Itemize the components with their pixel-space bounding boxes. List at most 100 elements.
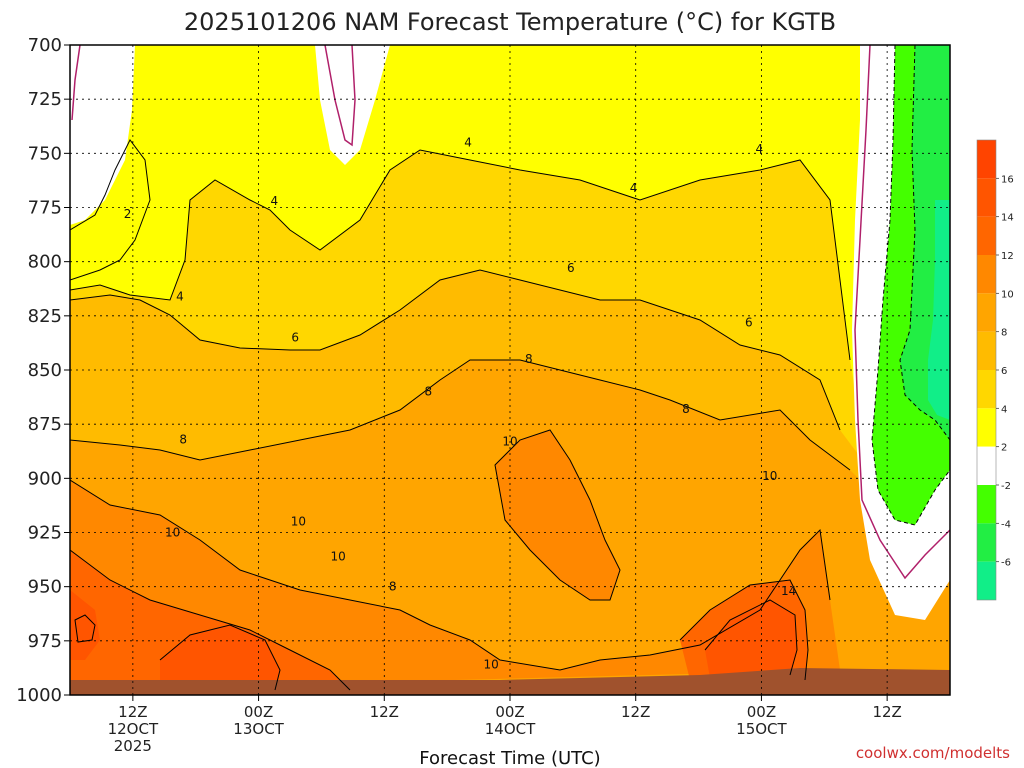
- x-tick-label: 12OCT: [108, 720, 159, 738]
- contour-minus-2: [871, 45, 950, 526]
- x-tick-label: 12Z: [370, 703, 399, 721]
- contour-label: 8: [389, 580, 397, 594]
- contour-label: 4: [270, 194, 278, 208]
- band-14-16-left: [70, 590, 100, 660]
- y-tick-label: 800: [28, 252, 62, 273]
- x-tick-label: 15OCT: [736, 720, 787, 738]
- colorbar-tick-label: 2: [1001, 443, 1007, 454]
- contour-label: 4: [176, 289, 184, 303]
- contour-16-left: [74, 614, 96, 643]
- x-tick-label: 12Z: [872, 703, 901, 721]
- contour-label: 2: [124, 207, 132, 221]
- contour-10-center: [494, 429, 621, 601]
- colorbar-swatch: [977, 561, 996, 600]
- colorbar-swatch: [977, 216, 996, 255]
- y-tick-label: 825: [28, 306, 62, 327]
- x-tick-label: 14OCT: [485, 720, 536, 738]
- colorbar-tick-label: 6: [1001, 366, 1007, 377]
- contour-label: 8: [424, 385, 432, 399]
- contour-label: 6: [291, 331, 299, 345]
- x-tick-label: 12Z: [621, 703, 650, 721]
- colorbar-tick-label: 8: [1001, 328, 1007, 339]
- colorbar-swatch: [977, 178, 996, 217]
- y-tick-label: 925: [28, 523, 62, 544]
- colorbar-tick-label: -6: [1001, 558, 1011, 569]
- colorbar: 16 14 12 10 8 6 4 2 -2 -4 -6: [976, 139, 1014, 601]
- contour-lines: [70, 45, 950, 691]
- contour-label: 4: [630, 181, 638, 195]
- x-tick-label: 2025: [114, 737, 152, 755]
- band-10-12-center: [495, 430, 620, 600]
- colorbar-swatch: [977, 408, 996, 447]
- contour-zero-left: [71, 45, 81, 121]
- colorbar-tick-label: -2: [1001, 481, 1011, 492]
- colorbar-tick-label: -4: [1001, 519, 1011, 530]
- grid-lines: [70, 44, 950, 696]
- colorbar-swatch: [977, 446, 996, 485]
- contour-label-layer: 2 4 4 4 4 4 6 6 6 8 8 8 8 8 10 10 10 10 10 10 14: [124, 136, 797, 672]
- contour-label: 6: [745, 315, 753, 329]
- contour-14-right: [704, 599, 798, 676]
- contour-label: 8: [179, 432, 187, 446]
- band-minus-6-8: [928, 200, 950, 420]
- x-tick-label: 00Z: [244, 703, 273, 721]
- contour-label: 4: [756, 142, 764, 156]
- x-tick-label: 00Z: [747, 703, 776, 721]
- colorbar-swatch: [977, 485, 996, 524]
- contour-4: [70, 149, 851, 361]
- y-tick-label: 725: [28, 89, 62, 110]
- contour-2: [70, 139, 151, 281]
- x-tick-label: 12Z: [118, 703, 147, 721]
- y-tick-label: 1000: [16, 685, 62, 706]
- credit-text: coolwx.com/modelts: [856, 744, 1010, 762]
- chart-title: 2025101206 NAM Forecast Temperature (°C)…: [184, 8, 836, 36]
- contour-zero-right: [854, 45, 950, 580]
- band-14-16-right: [705, 600, 797, 678]
- contour-minus-4: [899, 45, 950, 441]
- y-tick-label: 875: [28, 414, 62, 435]
- band-near-zero-upper-left: [70, 45, 135, 225]
- colorbar-swatch: [977, 293, 996, 332]
- colorbar-swatch: [977, 523, 996, 562]
- contour-12-left: [70, 549, 351, 691]
- band-14-16: [160, 625, 280, 690]
- y-tick-label: 900: [28, 468, 62, 489]
- contour-8: [70, 359, 851, 471]
- contour-label: 10: [502, 435, 517, 449]
- y-tick-label: 700: [28, 35, 62, 56]
- y-axis: 700 725 750 775 800 825 850 875 900 925 950 975 1000: [16, 35, 70, 706]
- band-2-4: [70, 45, 950, 470]
- band-near-zero-upper-mid: [315, 45, 390, 165]
- x-axis-title: Forecast Time (UTC): [419, 748, 600, 768]
- colorbar-tick-label: 12: [1001, 251, 1014, 262]
- contour-label: 14: [781, 584, 796, 598]
- y-tick-label: 775: [28, 198, 62, 219]
- colorbar-swatch: [977, 255, 996, 294]
- contour-label: 6: [567, 261, 575, 275]
- y-tick-label: 975: [28, 631, 62, 652]
- contour-label: 10: [291, 515, 306, 529]
- colorbar-tick-label: 16: [1001, 174, 1014, 185]
- contour-label: 10: [762, 469, 777, 483]
- contour-zero-top: [324, 45, 356, 147]
- contour-label: 8: [682, 402, 690, 416]
- contour-label: 10: [331, 549, 346, 563]
- contour-14-left: [159, 624, 281, 691]
- colorbar-tick-label: 10: [1001, 289, 1014, 300]
- colorbar-tick-label: 14: [1001, 213, 1014, 224]
- colorbar-swatch: [977, 331, 996, 370]
- y-tick-label: 750: [28, 143, 62, 164]
- contour-label: 4: [464, 136, 472, 150]
- contour-label: 10: [165, 526, 180, 540]
- contour-label: 8: [525, 352, 533, 366]
- band-12-14: [70, 550, 350, 690]
- contour-6: [70, 269, 841, 431]
- colorbar-tick-label: 4: [1001, 404, 1007, 415]
- x-tick-label: 13OCT: [233, 720, 284, 738]
- y-tick-label: 850: [28, 360, 62, 381]
- contour-10: [70, 479, 831, 671]
- x-tick-label: 00Z: [495, 703, 524, 721]
- contour-label: 10: [484, 658, 499, 672]
